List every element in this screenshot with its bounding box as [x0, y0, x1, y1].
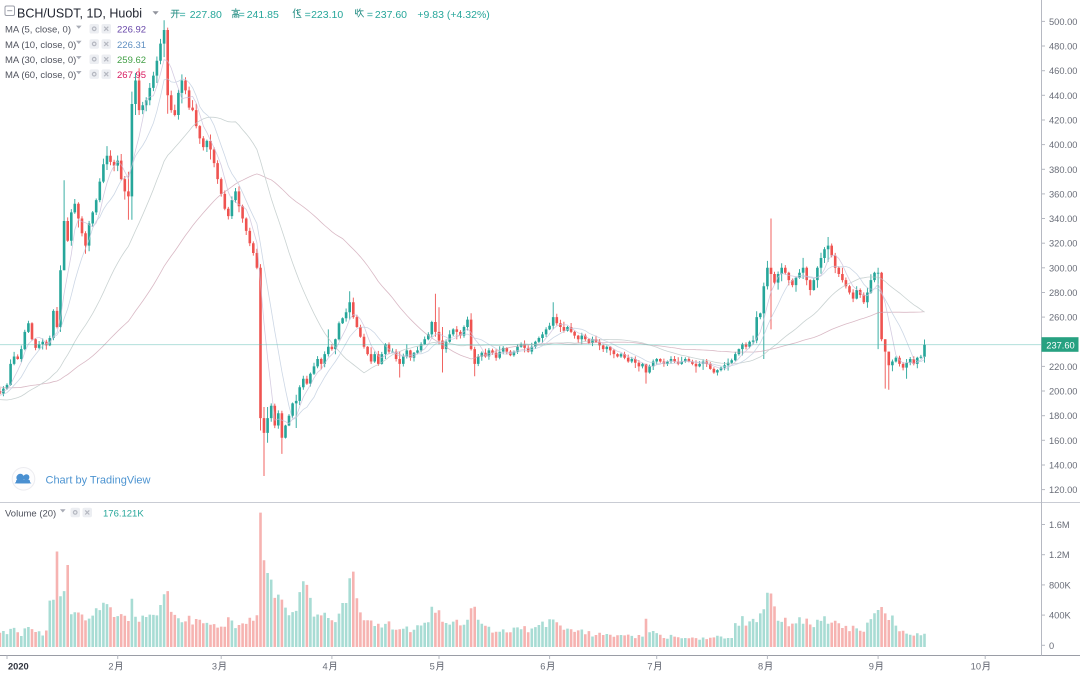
svg-text:1.6M: 1.6M — [1049, 520, 1070, 530]
svg-text:140.00: 140.00 — [1049, 461, 1077, 471]
svg-text:=: = — [180, 9, 186, 21]
svg-text:176.121K: 176.121K — [103, 508, 144, 519]
svg-text:320.00: 320.00 — [1049, 239, 1077, 249]
svg-text:2020: 2020 — [8, 662, 29, 672]
svg-text:200.00: 200.00 — [1049, 387, 1077, 397]
svg-text:226.31: 226.31 — [117, 40, 146, 51]
svg-text:500.00: 500.00 — [1049, 17, 1077, 27]
svg-text:9: 9 — [869, 662, 874, 672]
svg-text:300.00: 300.00 — [1049, 263, 1077, 273]
svg-text:400K: 400K — [1049, 611, 1072, 621]
svg-text:260.00: 260.00 — [1049, 313, 1077, 323]
svg-text:400.00: 400.00 — [1049, 140, 1077, 150]
svg-text:10: 10 — [971, 662, 981, 672]
svg-text:440.00: 440.00 — [1049, 91, 1077, 101]
svg-text:6: 6 — [540, 662, 545, 672]
svg-text:MA (5, close, 0): MA (5, close, 0) — [5, 25, 71, 36]
svg-text:=: = — [239, 9, 245, 21]
svg-text:7: 7 — [647, 662, 652, 672]
svg-text:259.62: 259.62 — [117, 55, 146, 66]
svg-text:237.60: 237.60 — [1046, 341, 1074, 351]
svg-text:MA (30, close, 0): MA (30, close, 0) — [5, 55, 76, 66]
svg-text:120.00: 120.00 — [1049, 485, 1077, 495]
svg-text:BCH/USDT, 1D, Huobi: BCH/USDT, 1D, Huobi — [17, 7, 142, 21]
svg-text:360.00: 360.00 — [1049, 189, 1077, 199]
svg-text:=: = — [367, 9, 373, 21]
svg-text:=: = — [305, 9, 311, 21]
svg-text:220.00: 220.00 — [1049, 362, 1077, 372]
svg-text:MA (10, close, 0): MA (10, close, 0) — [5, 40, 76, 51]
svg-text:MA (60, close, 0): MA (60, close, 0) — [5, 70, 76, 81]
svg-text:3: 3 — [212, 662, 217, 672]
svg-text:267.95: 267.95 — [117, 70, 146, 81]
svg-text:480.00: 480.00 — [1049, 42, 1077, 52]
svg-text:340.00: 340.00 — [1049, 214, 1077, 224]
svg-text:160.00: 160.00 — [1049, 436, 1077, 446]
svg-text:223.10: 223.10 — [311, 9, 343, 21]
svg-text:241.85: 241.85 — [247, 9, 279, 21]
svg-text:5: 5 — [430, 662, 435, 672]
svg-text:380.00: 380.00 — [1049, 165, 1077, 175]
svg-text:1.2M: 1.2M — [1049, 550, 1070, 560]
svg-text:Chart by TradingView: Chart by TradingView — [46, 475, 151, 487]
svg-text:4: 4 — [323, 662, 328, 672]
svg-text:280.00: 280.00 — [1049, 288, 1077, 298]
svg-text:180.00: 180.00 — [1049, 411, 1077, 421]
svg-text:8: 8 — [758, 662, 763, 672]
svg-text:226.92: 226.92 — [117, 25, 146, 36]
svg-text:2: 2 — [108, 662, 113, 672]
svg-text:0: 0 — [1049, 641, 1054, 651]
svg-text:460.00: 460.00 — [1049, 66, 1077, 76]
svg-text:800K: 800K — [1049, 580, 1072, 590]
svg-text:237.60: 237.60 — [375, 9, 407, 21]
svg-text:+9.83 (+4.32%): +9.83 (+4.32%) — [417, 9, 489, 21]
svg-text:227.80: 227.80 — [190, 9, 222, 21]
svg-text:420.00: 420.00 — [1049, 116, 1077, 126]
svg-text:Volume (20): Volume (20) — [5, 508, 56, 519]
